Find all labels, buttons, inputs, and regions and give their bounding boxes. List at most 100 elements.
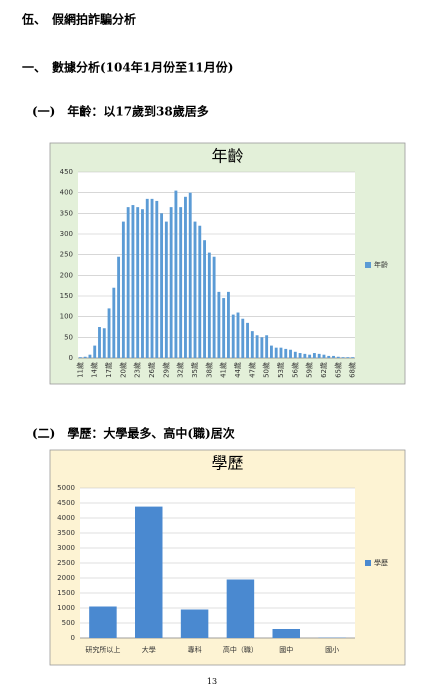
bar (255, 335, 259, 358)
x-tick-label: 29歲 (161, 362, 170, 378)
x-tick-label: 38歲 (204, 362, 213, 378)
bar (155, 200, 159, 358)
bar (246, 322, 249, 358)
bar (274, 347, 278, 358)
x-tick-label: 56歲 (290, 362, 299, 378)
bar (269, 345, 273, 358)
bar (308, 354, 312, 358)
x-tick-label: 53歲 (276, 362, 285, 378)
chart-title: 年齡 (211, 147, 243, 166)
x-tick-label: 11歲 (75, 362, 84, 378)
y-tick-label: 4000 (57, 514, 75, 522)
x-tick-label: 68歲 (348, 362, 357, 378)
bar (227, 291, 230, 358)
bar (179, 207, 183, 358)
y-tick-label: 3500 (57, 529, 75, 537)
y-tick-label: 2500 (57, 559, 75, 567)
bar (89, 606, 117, 638)
bar (317, 353, 321, 358)
bar (298, 353, 302, 358)
y-tick-label: 50 (64, 333, 73, 341)
bar (88, 354, 92, 358)
bar (272, 629, 300, 638)
x-tick-label: 26歲 (147, 362, 156, 378)
bar (226, 579, 255, 638)
bar (265, 335, 269, 358)
bar (351, 357, 355, 358)
bar (207, 252, 211, 358)
y-tick-label: 4500 (57, 499, 75, 507)
x-tick-label: 17歲 (104, 362, 113, 378)
bar (341, 357, 345, 358)
y-tick-label: 1500 (57, 589, 75, 597)
x-tick-label: 專科 (188, 645, 202, 654)
x-tick-label: 62歲 (319, 362, 328, 378)
bar (346, 357, 350, 358)
bar (107, 308, 111, 358)
bar (188, 192, 192, 358)
bar (332, 355, 335, 358)
subsection-heading: (二) 學歷：大學最多、高中(職)居次 (32, 426, 235, 441)
x-tick-label: 35歲 (190, 362, 199, 378)
y-tick-label: 0 (69, 354, 73, 362)
bar (279, 347, 283, 358)
bar (260, 337, 264, 358)
bar (322, 354, 326, 358)
bar (293, 351, 297, 358)
x-tick-label: 國中 (279, 645, 293, 654)
y-tick-label: 400 (60, 189, 73, 197)
bar (98, 327, 101, 358)
x-tick-label: 20歲 (118, 362, 127, 378)
x-tick-label: 23歲 (133, 362, 142, 378)
bar (93, 345, 97, 358)
subsection-heading: (一) 年齡：以17歲到38歲居多 (32, 104, 209, 119)
chart-title: 學歷 (211, 454, 243, 473)
x-tick-label: 47歲 (247, 362, 256, 378)
bar (236, 312, 240, 358)
bar (164, 221, 168, 358)
page-number: 13 (207, 677, 217, 686)
x-tick-label: 大學 (142, 645, 156, 654)
bar (241, 318, 245, 358)
bar (222, 298, 226, 358)
bar (131, 205, 135, 358)
y-tick-label: 300 (60, 230, 73, 238)
x-tick-label: 32歲 (176, 362, 185, 378)
bar (102, 328, 106, 358)
legend-swatch (365, 560, 371, 566)
y-tick-label: 350 (60, 209, 73, 217)
legend-label: 學歷 (374, 558, 388, 567)
bar (141, 209, 144, 358)
y-tick-label: 0 (71, 634, 75, 642)
x-tick-label: 65歲 (333, 362, 342, 378)
y-tick-label: 5000 (57, 484, 75, 492)
bar (327, 355, 331, 358)
bar (78, 357, 82, 358)
bar (126, 207, 130, 358)
x-tick-label: 14歲 (90, 362, 99, 378)
y-tick-label: 250 (60, 251, 73, 259)
bar (284, 348, 288, 358)
section-heading: 一、 數據分析(104年1月份至11月份) (22, 60, 233, 75)
x-tick-label: 41歲 (219, 362, 228, 378)
bar (250, 331, 254, 358)
y-tick-label: 100 (60, 313, 73, 321)
legend-label: 年齡 (374, 260, 388, 269)
y-tick-label: 200 (60, 271, 73, 279)
bar (117, 256, 121, 358)
y-tick-label: 450 (60, 168, 73, 176)
bar (212, 256, 216, 358)
x-tick-label: 44歲 (233, 362, 242, 378)
bar (121, 221, 125, 358)
x-tick-label: 研究所以上 (85, 645, 120, 654)
bar (289, 349, 292, 358)
y-tick-label: 150 (60, 292, 73, 300)
x-tick-label: 59歲 (305, 362, 314, 378)
bar (303, 353, 307, 358)
bar (312, 353, 316, 358)
bar (184, 196, 187, 358)
bar (203, 240, 206, 358)
y-tick-label: 3000 (57, 544, 75, 552)
heading: 伍、 假網拍詐騙分析 (21, 12, 136, 27)
